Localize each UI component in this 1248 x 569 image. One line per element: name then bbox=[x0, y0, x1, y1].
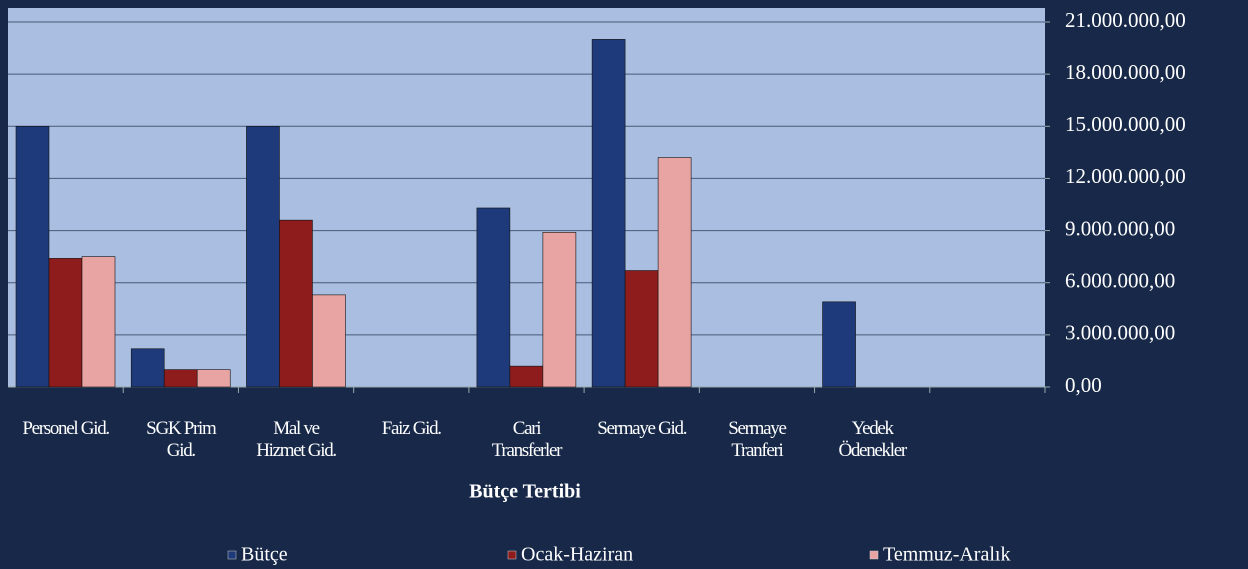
bar bbox=[130, 348, 165, 388]
x-axis-title: Bütçe Tertibi bbox=[469, 481, 581, 503]
y-tick-label: 15.000.000,00 bbox=[1065, 112, 1186, 136]
bar bbox=[163, 369, 198, 388]
legend-label: Ocak-Haziran bbox=[521, 544, 633, 566]
bar bbox=[15, 125, 50, 388]
legend-marker bbox=[869, 550, 879, 560]
y-tick-label: 6.000.000,00 bbox=[1065, 269, 1175, 293]
bar bbox=[624, 270, 659, 388]
y-tick-label: 18.000.000,00 bbox=[1065, 60, 1186, 84]
x-tick-label: Yedek Ödenekler bbox=[838, 418, 907, 461]
plot-area bbox=[8, 8, 1045, 387]
bar bbox=[591, 39, 626, 388]
bar bbox=[509, 365, 544, 388]
bar bbox=[822, 301, 856, 388]
bar bbox=[48, 258, 83, 388]
bar bbox=[312, 294, 346, 388]
y-tick-label: 0,00 bbox=[1065, 373, 1102, 397]
legend-marker bbox=[227, 550, 237, 560]
bar bbox=[542, 232, 577, 388]
y-tick-label: 9.000.000,00 bbox=[1065, 216, 1175, 240]
bar bbox=[81, 256, 116, 388]
x-tick-label: Mal ve Hizmet Gid. bbox=[256, 418, 337, 461]
x-tick-label: Sermaye Tranferi bbox=[728, 418, 787, 461]
legend-marker bbox=[507, 550, 517, 560]
legend-label: Temmuz-Aralık bbox=[883, 544, 1010, 566]
legend-label: Bütçe bbox=[241, 544, 288, 566]
x-tick-label: Cari Transferler bbox=[491, 418, 563, 461]
bar bbox=[279, 219, 313, 388]
y-tick-label: 3.000.000,00 bbox=[1065, 321, 1175, 345]
x-tick-label: Personel Gid. bbox=[22, 418, 110, 439]
x-tick-label: Faiz Gid. bbox=[381, 418, 442, 439]
y-tick-label: 21.000.000,00 bbox=[1065, 8, 1186, 32]
x-tick-label: SGK Prim Gid. bbox=[146, 418, 217, 461]
x-tick-label: Sermaye Gid. bbox=[597, 418, 687, 439]
bar bbox=[196, 369, 231, 388]
y-tick-label: 12.000.000,00 bbox=[1065, 164, 1186, 188]
bar bbox=[246, 125, 280, 388]
bar bbox=[476, 207, 511, 388]
bar bbox=[657, 157, 692, 388]
